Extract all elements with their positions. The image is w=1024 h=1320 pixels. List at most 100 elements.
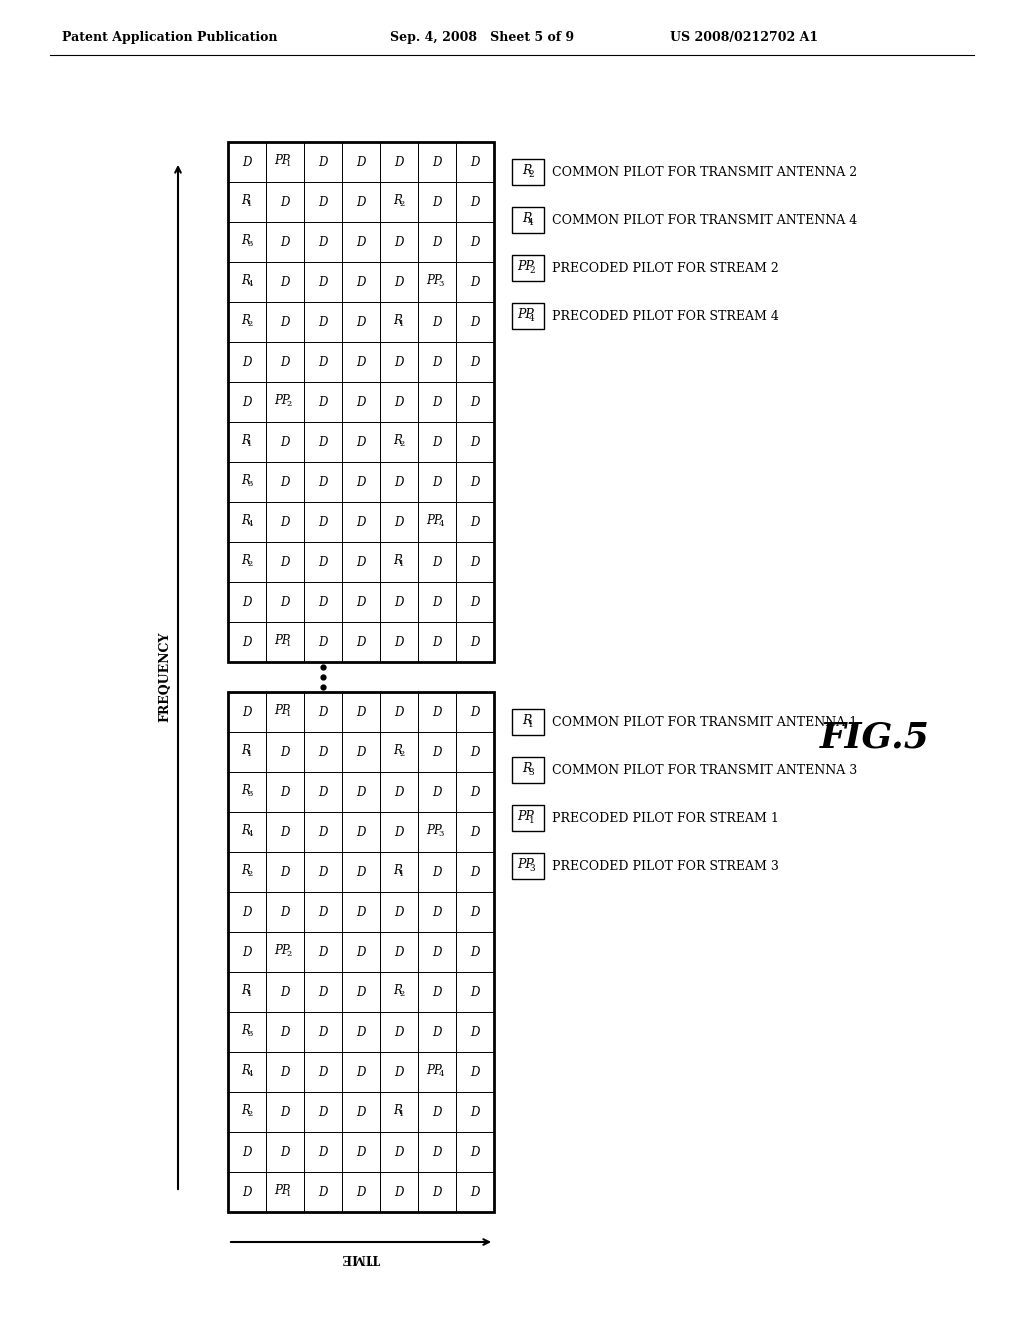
Bar xyxy=(342,772,380,812)
Text: PRECODED PILOT FOR STREAM 2: PRECODED PILOT FOR STREAM 2 xyxy=(552,261,778,275)
Text: D: D xyxy=(432,315,441,329)
Text: D: D xyxy=(318,396,328,408)
Text: 1: 1 xyxy=(287,1191,292,1199)
Bar xyxy=(228,1133,266,1172)
Text: D: D xyxy=(432,785,441,799)
Text: R: R xyxy=(241,784,250,797)
Text: D: D xyxy=(356,986,366,998)
Text: PRECODED PILOT FOR STREAM 3: PRECODED PILOT FOR STREAM 3 xyxy=(552,859,779,873)
Bar xyxy=(304,812,342,851)
Bar xyxy=(304,543,342,582)
Text: 1: 1 xyxy=(287,640,292,648)
Text: D: D xyxy=(318,156,328,169)
Bar xyxy=(456,812,494,851)
Bar xyxy=(418,462,456,502)
Bar xyxy=(304,381,342,422)
Text: D: D xyxy=(470,195,479,209)
Bar xyxy=(380,692,418,733)
Text: 4: 4 xyxy=(529,314,535,323)
Bar xyxy=(380,733,418,772)
Bar xyxy=(342,582,380,622)
Bar xyxy=(456,1092,494,1133)
Bar xyxy=(228,772,266,812)
Text: D: D xyxy=(243,945,252,958)
Text: D: D xyxy=(470,1026,479,1039)
Bar xyxy=(456,381,494,422)
Bar xyxy=(418,1172,456,1212)
Bar xyxy=(418,812,456,851)
Text: PP: PP xyxy=(427,513,442,527)
Text: D: D xyxy=(318,475,328,488)
Text: D: D xyxy=(356,906,366,919)
Text: D: D xyxy=(318,1146,328,1159)
Bar xyxy=(342,143,380,182)
Text: D: D xyxy=(470,235,479,248)
Text: D: D xyxy=(356,705,366,718)
Text: R: R xyxy=(241,1024,250,1038)
Bar xyxy=(380,1092,418,1133)
Bar xyxy=(266,502,304,543)
Text: 4: 4 xyxy=(438,520,443,528)
Text: 2: 2 xyxy=(248,870,253,879)
Text: 3: 3 xyxy=(248,240,253,248)
Text: D: D xyxy=(470,906,479,919)
Bar xyxy=(304,222,342,261)
Text: COMMON PILOT FOR TRANSMIT ANTENNA 4: COMMON PILOT FOR TRANSMIT ANTENNA 4 xyxy=(552,214,857,227)
Bar xyxy=(342,622,380,663)
Bar xyxy=(342,972,380,1012)
Bar xyxy=(418,772,456,812)
Bar xyxy=(304,1052,342,1092)
Text: D: D xyxy=(356,276,366,289)
Bar xyxy=(304,622,342,663)
Text: 1: 1 xyxy=(399,870,404,879)
Bar xyxy=(342,1052,380,1092)
Text: D: D xyxy=(356,1106,366,1118)
Bar xyxy=(304,972,342,1012)
Text: 2: 2 xyxy=(528,170,534,180)
Bar xyxy=(266,932,304,972)
Text: 2: 2 xyxy=(287,400,292,408)
Text: R: R xyxy=(393,983,402,997)
Bar xyxy=(418,1133,456,1172)
Text: R: R xyxy=(241,275,250,286)
Bar xyxy=(380,772,418,812)
Bar xyxy=(456,182,494,222)
Text: FIG.5: FIG.5 xyxy=(820,719,930,754)
Bar xyxy=(342,1133,380,1172)
Text: PP: PP xyxy=(517,810,534,822)
Text: D: D xyxy=(470,986,479,998)
Text: US 2008/0212702 A1: US 2008/0212702 A1 xyxy=(670,30,818,44)
Text: Sep. 4, 2008   Sheet 5 of 9: Sep. 4, 2008 Sheet 5 of 9 xyxy=(390,30,574,44)
Bar xyxy=(380,462,418,502)
Bar xyxy=(304,182,342,222)
Text: D: D xyxy=(356,315,366,329)
Text: COMMON PILOT FOR TRANSMIT ANTENNA 1: COMMON PILOT FOR TRANSMIT ANTENNA 1 xyxy=(552,715,857,729)
Text: PP: PP xyxy=(427,1064,442,1077)
Bar xyxy=(228,422,266,462)
Text: D: D xyxy=(318,746,328,759)
Text: D: D xyxy=(281,785,290,799)
Text: D: D xyxy=(356,355,366,368)
Bar xyxy=(418,932,456,972)
Text: PRECODED PILOT FOR STREAM 1: PRECODED PILOT FOR STREAM 1 xyxy=(552,812,779,825)
Text: 1: 1 xyxy=(248,201,253,209)
Text: R: R xyxy=(522,762,531,775)
Bar xyxy=(266,462,304,502)
Bar xyxy=(456,1172,494,1212)
Bar xyxy=(228,143,266,182)
Text: PP: PP xyxy=(274,154,291,168)
Bar xyxy=(380,1052,418,1092)
Text: R: R xyxy=(393,744,402,756)
Text: D: D xyxy=(432,556,441,569)
Bar xyxy=(266,143,304,182)
Bar xyxy=(228,972,266,1012)
Text: D: D xyxy=(432,906,441,919)
Text: D: D xyxy=(470,785,479,799)
Text: D: D xyxy=(470,396,479,408)
Bar xyxy=(228,692,266,733)
Bar xyxy=(418,182,456,222)
Text: D: D xyxy=(281,986,290,998)
Text: D: D xyxy=(470,635,479,648)
Text: D: D xyxy=(470,705,479,718)
Bar xyxy=(380,222,418,261)
